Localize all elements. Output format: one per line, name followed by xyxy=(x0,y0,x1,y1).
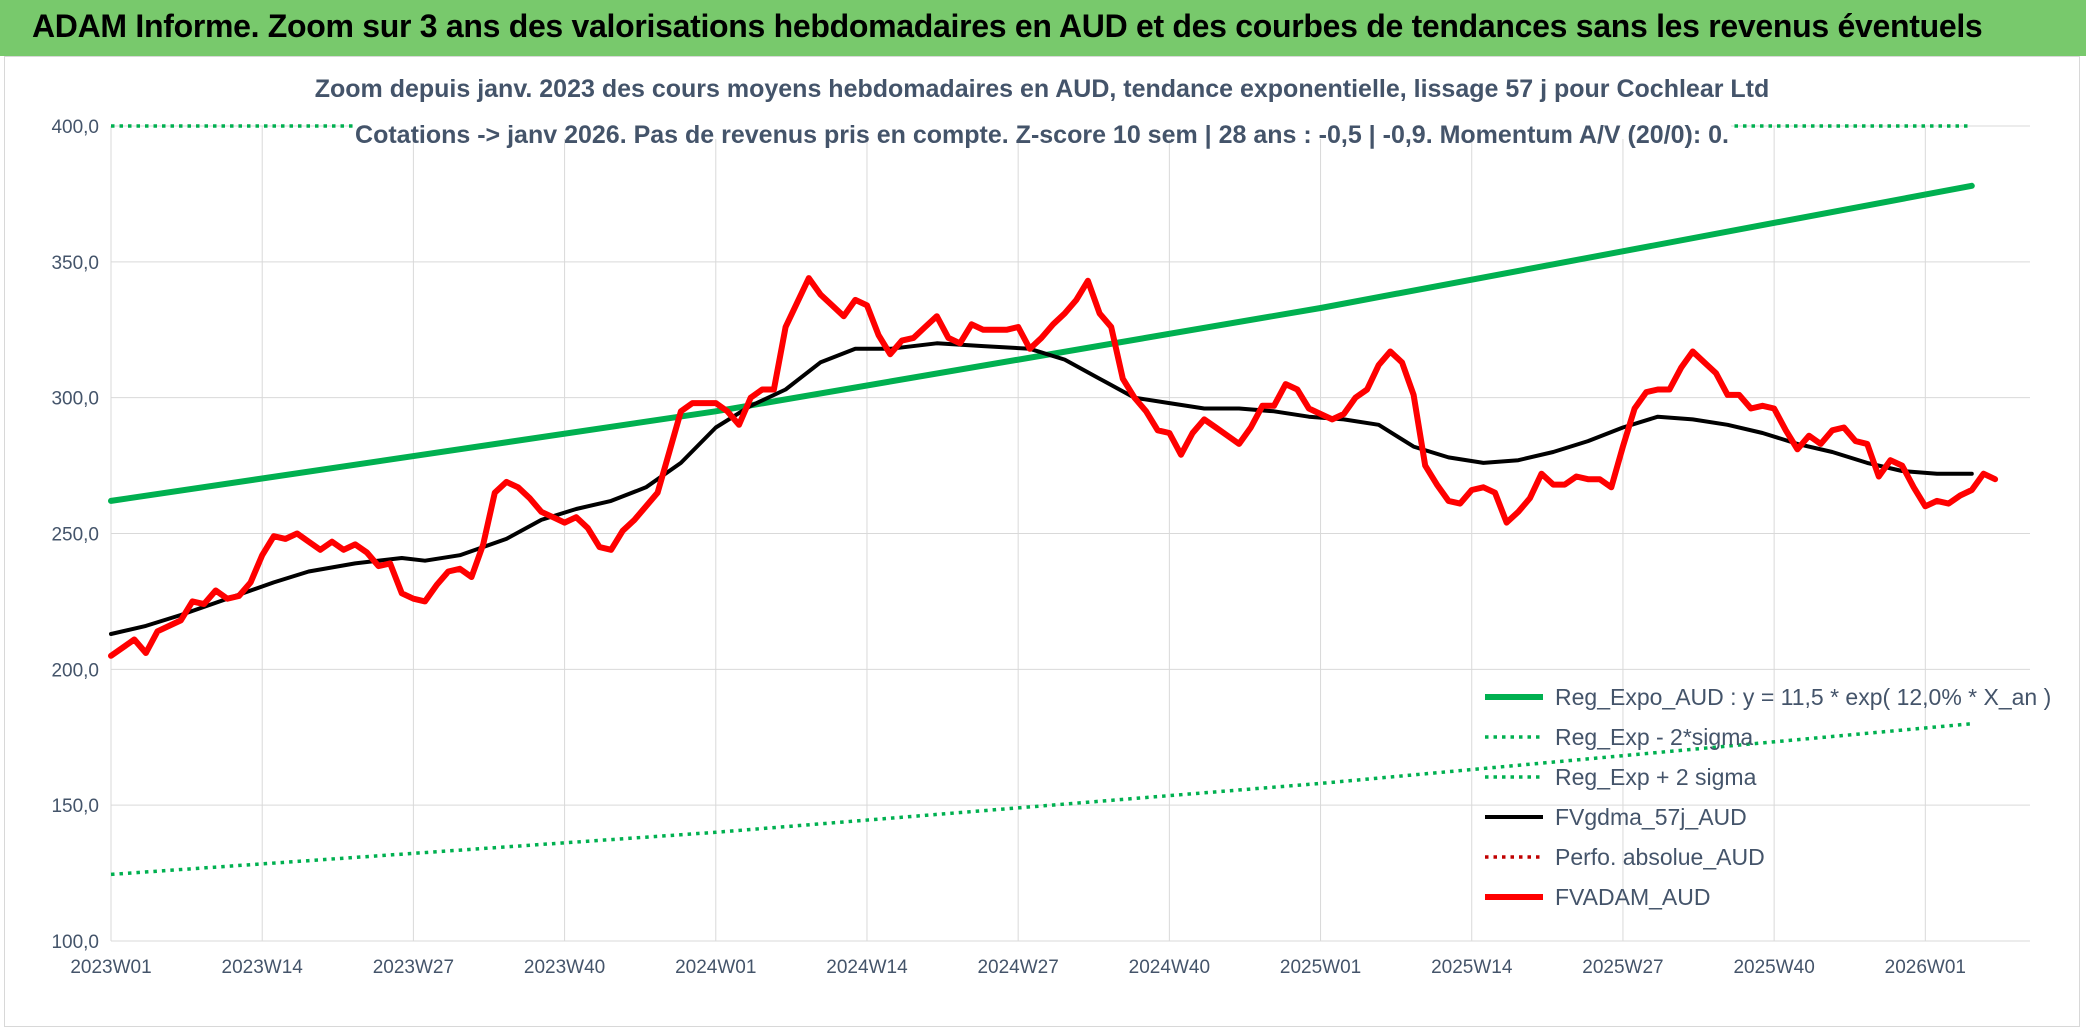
x-tick-label: 2023W40 xyxy=(524,957,605,978)
gridlines xyxy=(110,125,2030,942)
chart-svg: 100,0 150,0 200,0 250,0 300,0 350,0 400,0 2023… xyxy=(51,61,2051,978)
y-tick-label: 150,0 xyxy=(51,796,99,817)
y-tick-label: 100,0 xyxy=(51,932,99,953)
y-tick-label: 400,0 xyxy=(51,117,99,138)
title-banner: ADAM Informe. Zoom sur 3 ans des valoris… xyxy=(0,0,2086,56)
regression-line xyxy=(108,182,1975,504)
legend-label-moving-average-line: FVgdma_57j_AUD xyxy=(1555,804,1747,830)
x-tick-label: 2025W27 xyxy=(1582,957,1663,978)
chart-title-line-1: Zoom depuis janv. 2023 des cours moyens … xyxy=(315,75,1770,103)
y-tick-label: 200,0 xyxy=(51,660,99,681)
x-tick-label: 2025W40 xyxy=(1733,957,1814,978)
x-tick-label: 2024W40 xyxy=(1129,957,1210,978)
x-tick-label: 2025W14 xyxy=(1431,957,1513,978)
chart-title-line-2: Cotations -> janv 2026. Pas de revenus p… xyxy=(355,121,1729,149)
x-tick-label: 2023W14 xyxy=(222,957,304,978)
legend-label-lower-band-line: Reg_Exp - 2*sigma xyxy=(1555,724,1753,750)
y-tick-label: 250,0 xyxy=(51,525,99,546)
x-tick-label: 2024W14 xyxy=(826,957,908,978)
x-tick-label: 2025W01 xyxy=(1280,957,1361,978)
valuation-line xyxy=(108,275,1999,659)
legend: Reg_Expo_AUD : y = 11,5 * exp( 12,0% * X… xyxy=(1485,684,2051,910)
banner-title: ADAM Informe. Zoom sur 3 ans des valoris… xyxy=(32,8,1983,44)
x-axis-ticks: 2023W01 2023W14 2023W27 2023W40 2024W01 2024W… xyxy=(70,957,1966,978)
x-tick-label: 2024W27 xyxy=(977,957,1058,978)
legend-label-regression-line: Reg_Expo_AUD : y = 11,5 * exp( 12,0% * X… xyxy=(1555,684,2051,710)
x-tick-label: 2023W27 xyxy=(373,957,454,978)
chart-frame: 100,0 150,0 200,0 250,0 300,0 350,0 400,0 2023… xyxy=(4,56,2080,1027)
x-tick-label: 2024W01 xyxy=(675,957,756,978)
legend-label-upper-band-line: Reg_Exp + 2 sigma xyxy=(1555,764,1757,790)
x-tick-label: 2023W01 xyxy=(70,957,151,978)
lower-band-line xyxy=(110,721,1972,877)
moving-average-line xyxy=(109,341,1974,636)
y-tick-label: 300,0 xyxy=(51,389,99,410)
series-lines xyxy=(108,124,1999,877)
legend-label-valuation-line: FVADAM_AUD xyxy=(1555,884,1711,910)
legend-label-absolute-perf-line: Perfo. absolue_AUD xyxy=(1555,844,1765,870)
y-tick-label: 350,0 xyxy=(51,253,99,274)
y-axis-ticks: 100,0 150,0 200,0 250,0 300,0 350,0 400,0 xyxy=(51,117,99,953)
chart-title-backdrop xyxy=(353,61,1731,139)
x-tick-label: 2026W01 xyxy=(1885,957,1966,978)
chart-title-block: Zoom depuis janv. 2023 des cours moyens … xyxy=(315,61,1770,149)
